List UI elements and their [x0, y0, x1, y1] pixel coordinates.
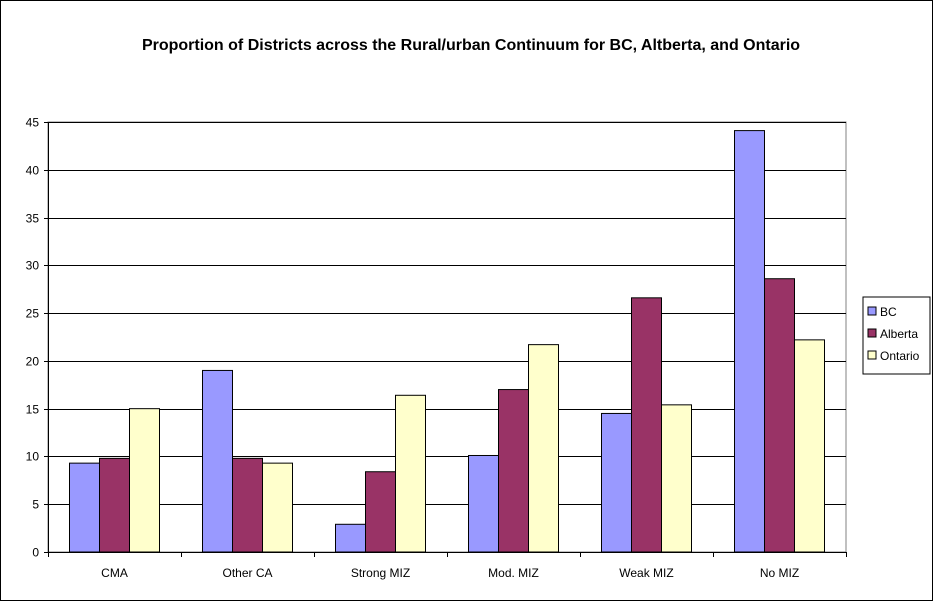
legend-swatch-alberta [867, 328, 877, 338]
y-tick-label: 20 [26, 355, 40, 369]
y-tick-label: 45 [26, 116, 40, 130]
x-tick-label: Weak MIZ [619, 566, 673, 580]
x-tick-label: Strong MIZ [351, 566, 410, 580]
bar-alberta-2 [365, 471, 396, 553]
bar-ontario-3 [528, 344, 559, 553]
legend-label-ontario: Ontario [880, 349, 920, 363]
x-tick-label: CMA [101, 566, 128, 580]
legend-swatch-bc [867, 306, 877, 316]
bar-bc-0 [69, 462, 100, 553]
bar-bc-2 [335, 523, 366, 553]
bar-alberta-0 [99, 457, 130, 553]
y-tick-label: 10 [26, 450, 40, 464]
bar-bc-5 [734, 130, 765, 553]
plot-area [47, 121, 847, 553]
bar-bc-1 [202, 369, 233, 553]
y-tick-label: 15 [26, 403, 40, 417]
y-tick-label: 30 [26, 259, 40, 273]
bar-ontario-1 [262, 462, 293, 553]
x-tick-label: Mod. MIZ [488, 566, 539, 580]
x-tick-label: Other CA [222, 566, 272, 580]
legend-label-bc: BC [880, 305, 897, 319]
bar-ontario-4 [661, 404, 692, 553]
bar-bc-3 [468, 454, 499, 553]
bar-ontario-2 [395, 394, 426, 553]
bar-bc-4 [601, 412, 632, 553]
y-tick-label: 40 [26, 164, 40, 178]
y-tick-label: 25 [26, 307, 40, 321]
bar-alberta-4 [631, 297, 662, 553]
y-tick-label: 0 [32, 546, 39, 560]
bar-alberta-5 [764, 278, 795, 553]
chart-title: Proportion of Districts across the Rural… [141, 37, 801, 54]
x-tick-label: No MIZ [760, 566, 799, 580]
bar-alberta-1 [232, 457, 263, 553]
legend-label-alberta: Alberta [880, 327, 918, 341]
y-tick-label: 35 [26, 212, 40, 226]
bar-ontario-0 [129, 408, 160, 553]
y-tick-label: 5 [32, 498, 39, 512]
bar-ontario-5 [794, 339, 825, 553]
legend-swatch-ontario [867, 350, 877, 360]
bar-alberta-3 [498, 389, 529, 553]
